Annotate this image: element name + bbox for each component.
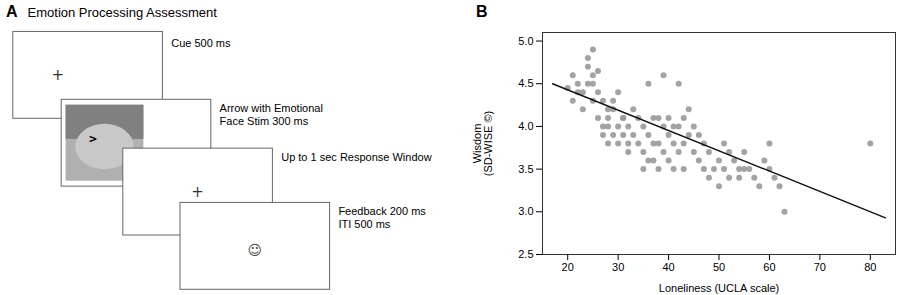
svg-text:Arrow with EmotionalFace Stim: Arrow with EmotionalFace Stim 300 ms (220, 102, 323, 127)
svg-text:+: + (51, 66, 64, 84)
svg-text:2.5: 2.5 (518, 248, 533, 260)
svg-text:3.0: 3.0 (518, 205, 533, 217)
svg-text:Up to 1 sec Response Window: Up to 1 sec Response Window (281, 151, 431, 163)
svg-text:40: 40 (662, 261, 674, 273)
svg-text:Feedback 200 msITI 500 ms: Feedback 200 msITI 500 ms (338, 205, 426, 230)
svg-text:Loneliness (UCLA scale): Loneliness (UCLA scale) (659, 282, 779, 294)
svg-text:30: 30 (612, 261, 624, 273)
svg-text:4.0: 4.0 (518, 120, 533, 132)
svg-text:3.5: 3.5 (518, 163, 533, 175)
svg-text:5.0: 5.0 (518, 35, 533, 47)
svg-text:+: + (191, 183, 204, 201)
html-text:A: A (6, 3, 18, 20)
svg-text:60: 60 (763, 261, 775, 273)
svg-text:20: 20 (562, 261, 574, 273)
svg-text:80: 80 (864, 261, 876, 273)
html-text:B: B (476, 3, 488, 20)
svg-text:50: 50 (713, 261, 725, 273)
svg-text:Wisdom(SD-WISE ©): Wisdom(SD-WISE ©) (471, 111, 494, 177)
svg-text:70: 70 (814, 261, 826, 273)
svg-text:☺: ☺ (247, 242, 262, 258)
html-text:Emotion Processing Assessment: Emotion Processing Assessment (27, 5, 217, 20)
svg-text:4.5: 4.5 (518, 77, 533, 89)
svg-text:Cue 500 ms: Cue 500 ms (171, 37, 231, 49)
svg-text:>: > (89, 131, 97, 146)
